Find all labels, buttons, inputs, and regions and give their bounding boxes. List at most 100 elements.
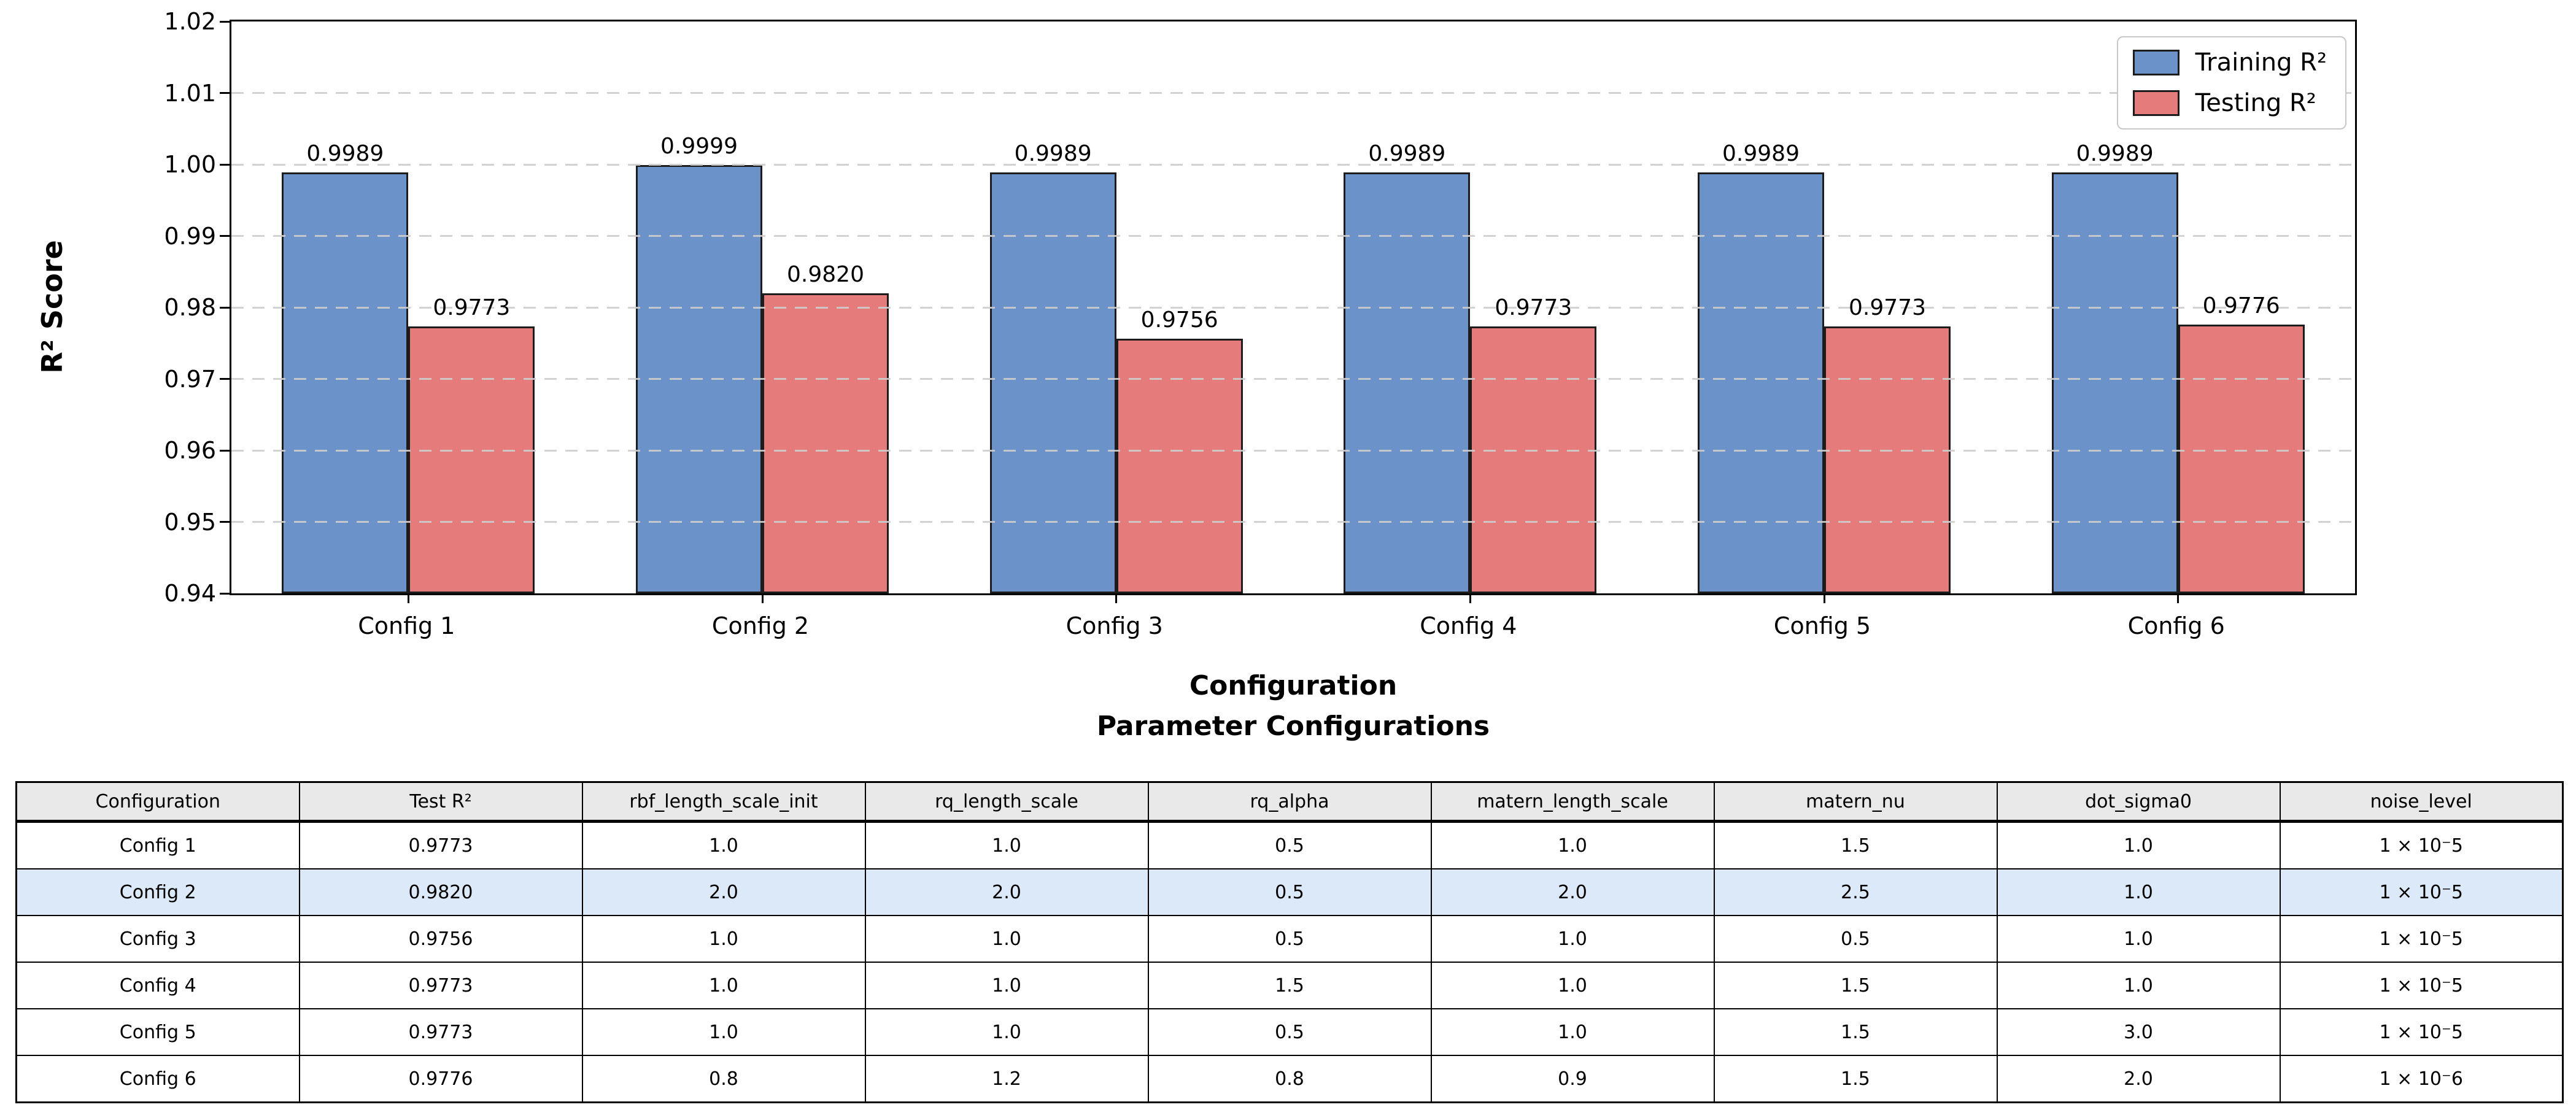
- y-tick: [220, 235, 230, 237]
- table-cell: 1 × 10⁻5: [2279, 1008, 2564, 1056]
- table-header-row: Configuration Test R² rbf_length_scale_ini…: [15, 781, 2564, 823]
- testing-bar: [762, 293, 889, 593]
- x-tick: [761, 593, 764, 603]
- x-tick: [1469, 593, 1471, 603]
- gridline: [231, 306, 2355, 309]
- training-bar: [989, 172, 1116, 593]
- table-cell: 1.5: [1713, 962, 1998, 1009]
- table-cell: 1 × 10⁻5: [2279, 868, 2564, 916]
- y-tick-label: 1.00: [164, 151, 216, 178]
- training-bar: [2051, 172, 2178, 593]
- x-tick-label: Config 3: [1066, 612, 1163, 639]
- table-cell: 0.5: [1147, 1008, 1432, 1056]
- table-cell: Config 3: [15, 915, 300, 963]
- table-cell: 1.2: [864, 1055, 1149, 1103]
- table-cell: 1.5: [1713, 820, 1998, 869]
- y-tick-label: 0.97: [164, 365, 216, 393]
- bar-value-label: 0.9989: [1722, 141, 1800, 166]
- y-tick: [220, 592, 230, 595]
- table-cell: 2.0: [1996, 1055, 2281, 1103]
- legend-label-testing: Testing R²: [2195, 89, 2316, 117]
- y-tick: [220, 521, 230, 523]
- table-cell: Config 5: [15, 1008, 300, 1056]
- testing-bar: [408, 326, 535, 593]
- table-cell: Config 6: [15, 1055, 300, 1103]
- training-bar: [1698, 172, 1824, 593]
- x-tick-label: Config 5: [1773, 612, 1871, 639]
- table-cell: 1.0: [1430, 820, 1715, 869]
- bar-value-label: 0.9989: [2076, 141, 2154, 166]
- y-tick-label: 0.98: [164, 294, 216, 321]
- table-cell: 0.5: [1713, 915, 1998, 963]
- y-tick-label: 0.95: [164, 508, 216, 536]
- gridline: [231, 92, 2355, 94]
- table-cell: 0.9: [1430, 1055, 1715, 1103]
- bar-chart-figure: R² Score Training R² Testing R² 1.02 1.01…: [36, 10, 2357, 742]
- table-cell: 1.0: [864, 962, 1149, 1009]
- table-row: Config 5 0.9773 1.0 1.0 0.5 1.0 1.5 3.0 1 × 10⁻5: [15, 1008, 2564, 1056]
- table-cell: 0.9776: [298, 1055, 583, 1103]
- table-cell: 1.0: [864, 820, 1149, 869]
- table-cell: 1.0: [1996, 915, 2281, 963]
- table-cell: 1 × 10⁻5: [2279, 820, 2564, 869]
- x-tick-label: Config 1: [358, 612, 455, 639]
- table-header-cell: noise_level: [2279, 781, 2564, 823]
- parameter-table-body: Config 1 0.9773 1.0 1.0 0.5 1.0 1.5 1.0 1 × 10⁻5…: [15, 820, 2564, 1103]
- table-cell: 1.0: [1430, 962, 1715, 1009]
- table-row: Config 3 0.9756 1.0 1.0 0.5 1.0 0.5 1.0 1 × 10⁻5: [15, 915, 2564, 963]
- table-cell: 0.5: [1147, 820, 1432, 869]
- x-tick-label: Config 2: [711, 612, 810, 639]
- table-cell: 0.9773: [298, 962, 583, 1009]
- parameter-table: Configuration Test R² rbf_length_scale_ini…: [15, 781, 2564, 1103]
- table-cell: 1.0: [581, 820, 866, 869]
- testing-bar: [1824, 326, 1951, 593]
- plot-area: Training R² Testing R² 1.02 1.01 1.00 0.99 0…: [164, 10, 2357, 605]
- y-tick: [220, 163, 230, 166]
- table-cell: 1 × 10⁻5: [2279, 962, 2564, 1009]
- table-row: Config 4 0.9773 1.0 1.0 1.5 1.0 1.5 1.0 1 × 10⁻5: [15, 962, 2564, 1009]
- x-tick-label: Config 4: [1420, 612, 1517, 639]
- bar-value-label: 0.9989: [1368, 141, 1446, 166]
- table-cell: 1.0: [581, 915, 866, 963]
- table-cell: 2.0: [1430, 868, 1715, 916]
- table-cell: 0.8: [581, 1055, 866, 1103]
- table-header-cell: rq_length_scale: [864, 781, 1149, 823]
- table-cell: Config 4: [15, 962, 300, 1009]
- table-header-cell: Configuration: [15, 781, 300, 823]
- table-header-cell: matern_length_scale: [1430, 781, 1715, 823]
- table-cell: 2.0: [864, 868, 1149, 916]
- table-cell: 1.0: [864, 1008, 1149, 1056]
- testing-bar: [1470, 326, 1597, 593]
- x-tick: [2177, 593, 2180, 603]
- table-cell: 0.5: [1147, 915, 1432, 963]
- chart-legend: Training R² Testing R²: [2116, 36, 2346, 129]
- testing-swatch: [2132, 90, 2180, 116]
- x-tick: [407, 593, 409, 603]
- gridline: [231, 449, 2355, 452]
- table-cell: Config 1: [15, 820, 300, 869]
- y-tick-label: 0.96: [164, 437, 216, 464]
- y-tick: [220, 449, 230, 452]
- table-header-cell: matern_nu: [1713, 781, 1998, 823]
- table-cell: 1.0: [1430, 915, 1715, 963]
- table-cell: 2.0: [581, 868, 866, 916]
- y-axis-label: R² Score: [36, 240, 69, 374]
- table-row: Config 6 0.9776 0.8 1.2 0.8 0.9 1.5 2.0 1 × 10⁻6: [15, 1055, 2564, 1103]
- gridline: [231, 378, 2355, 380]
- y-tick: [220, 306, 230, 309]
- table-cell: 1.5: [1713, 1008, 1998, 1056]
- y-tick-label: 1.01: [164, 79, 216, 107]
- bar-value-label: 0.9989: [1014, 141, 1092, 166]
- gridline: [231, 521, 2355, 523]
- table-header-cell: dot_sigma0: [1996, 781, 2281, 823]
- bar-value-label: 0.9989: [306, 141, 384, 166]
- table-cell: 1.0: [1996, 820, 2281, 869]
- bar-value-label: 0.9999: [660, 134, 738, 160]
- figure-subtitle: Parameter Configurations: [1096, 711, 1490, 742]
- table-row: Config 2 0.9820 2.0 2.0 0.5 2.0 2.5 1.0 1 × 10⁻5: [15, 868, 2564, 916]
- x-axis-label: Configuration: [1189, 670, 1398, 701]
- training-bar: [1344, 172, 1471, 593]
- bar-value-label: 0.9773: [1495, 295, 1572, 321]
- table-cell: 1.0: [581, 962, 866, 1009]
- table-cell: Config 2: [15, 868, 300, 916]
